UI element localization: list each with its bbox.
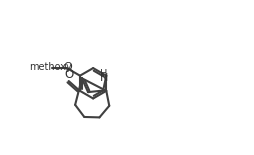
Text: N: N xyxy=(100,73,108,83)
Text: H: H xyxy=(100,69,107,79)
Text: O: O xyxy=(63,62,72,72)
Text: O: O xyxy=(64,68,73,81)
Text: methoxy: methoxy xyxy=(29,62,72,72)
